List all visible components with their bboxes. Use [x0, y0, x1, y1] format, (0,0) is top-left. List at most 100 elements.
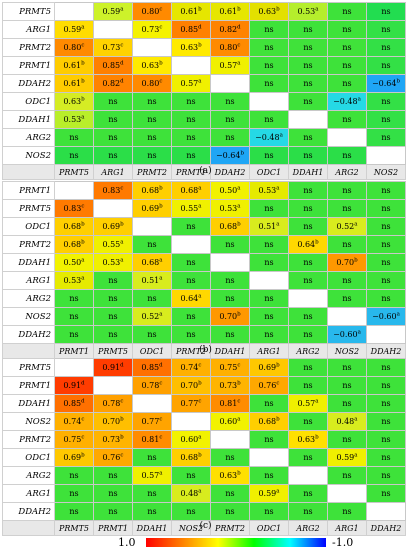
column-label: PRMT2 — [132, 164, 172, 180]
cell-value: 0.91 — [102, 363, 121, 372]
matrix-cell: ns — [327, 235, 367, 254]
matrix-row: DDAH1 0.50a 0.53a 0.68a ns ns ns 0.70b ns — [2, 253, 406, 272]
significance-superscript: b — [81, 78, 85, 85]
matrix-cell: 0.70b — [93, 412, 133, 431]
row-label: PRMT5 — [2, 199, 55, 218]
matrix-row: NOS2 ns ns 0.52a ns 0.70b ns ns −0.60a — [2, 307, 406, 326]
cell-value: ns — [264, 312, 274, 321]
matrix-cell: 0.61b — [54, 56, 94, 75]
matrix-row: PRMT2 0.80c 0.73c 0.63b 0.80c ns ns ns ns — [2, 38, 406, 57]
cell-value: ns — [225, 294, 235, 303]
matrix-cell: ns — [132, 128, 172, 147]
matrix-cell: ns — [54, 146, 94, 165]
matrix-row: DDAH1 0.85d 0.78c 0.77c 0.81c ns 0.57a ns ns — [2, 394, 406, 413]
significance-superscript: a — [315, 398, 319, 405]
matrix-cell: ns — [54, 484, 94, 503]
cell-value: 0.73 — [141, 25, 160, 34]
panel-caption-b: (b) — [199, 345, 212, 355]
significance-superscript: b — [237, 380, 241, 387]
significance-superscript: b — [276, 362, 280, 369]
cell-value: ns — [147, 151, 157, 160]
cell-value: ns — [381, 435, 391, 444]
matrix-cell — [54, 358, 94, 377]
cell-value: ns — [225, 240, 235, 249]
correlation-matrix-b: PRMT1 0.83c 0.68b 0.68a 0.50a 0.53a ns ns ns PRMT… — [2, 181, 406, 359]
matrix-cell — [132, 217, 172, 236]
cell-value: ns — [186, 151, 196, 160]
cell-value: 0.85 — [141, 363, 160, 372]
column-label: DDAH1 — [132, 520, 172, 536]
matrix-cell — [210, 430, 250, 449]
cell-value: ns — [264, 43, 274, 52]
cell-value: ns — [69, 151, 79, 160]
significance-superscript: a — [198, 434, 202, 441]
cell-value: ns — [69, 294, 79, 303]
cell-value: ns — [147, 294, 157, 303]
cell-value: ns — [264, 507, 274, 516]
cell-value: ns — [303, 25, 313, 34]
matrix-row: ARG2 ns ns ns 0.64a ns ns ns ns — [2, 289, 406, 308]
matrix-cell: ns — [93, 146, 133, 165]
cell-value: ns — [381, 186, 391, 195]
cell-value: ns — [303, 151, 313, 160]
matrix-cell: 0.70b — [327, 253, 367, 272]
matrix-cell: 0.59a — [93, 2, 133, 21]
cell-value: 0.57 — [141, 471, 160, 480]
cell-value: 0.63 — [141, 61, 160, 70]
cell-value: ns — [381, 489, 391, 498]
correlation-matrix-c: PRMT5 0.91d 0.85d 0.74c 0.75c 0.69b ns ns ns PRMT… — [2, 358, 406, 536]
cell-value: ns — [342, 240, 352, 249]
matrix-cell: 0.85d — [132, 358, 172, 377]
matrix-cell: ns — [93, 92, 133, 111]
matrix-cell: 0.53a — [249, 181, 289, 200]
cell-value: ns — [69, 133, 79, 142]
cell-value: ns — [69, 312, 79, 321]
matrix-cell: ns — [288, 20, 328, 39]
matrix-cell: ns — [366, 253, 406, 272]
significance-superscript: a — [276, 185, 280, 192]
cell-value: ns — [186, 471, 196, 480]
matrix-cell: 0.85d — [93, 56, 133, 75]
matrix-cell: ns — [249, 56, 289, 75]
matrix-cell: −0.48a — [249, 128, 289, 147]
matrix-row: DDAH2 ns ns ns ns ns ns ns ns — [2, 502, 406, 521]
cell-value: ns — [225, 489, 235, 498]
cell-value: ns — [342, 204, 352, 213]
matrix-cell: ns — [249, 146, 289, 165]
cell-value: ns — [264, 79, 274, 88]
matrix-row: PRMT2 0.68b 0.55a ns ns ns 0.64b ns ns — [2, 235, 406, 254]
matrix-cell — [288, 289, 328, 308]
cell-value: ns — [108, 133, 118, 142]
cell-value: −0.48 — [255, 133, 280, 142]
cell-value: ns — [381, 399, 391, 408]
matrix-cell: 0.50a — [54, 253, 94, 272]
significance-superscript: a — [315, 6, 319, 13]
matrix-cell: 0.68a — [132, 253, 172, 272]
matrix-cell: ns — [93, 502, 133, 521]
column-label: DDAH1 — [288, 164, 328, 180]
cell-value: 0.53 — [102, 258, 121, 267]
cell-value: 0.59 — [63, 25, 82, 34]
significance-superscript: b — [237, 6, 241, 13]
cell-value: ns — [303, 43, 313, 52]
row-label: ARG1 — [2, 484, 55, 503]
cell-value: ns — [186, 312, 196, 321]
matrix-cell: ns — [327, 20, 367, 39]
matrix-cell: 0.52a — [132, 307, 172, 326]
significance-superscript: a — [396, 311, 400, 318]
matrix-cell: 0.69b — [93, 217, 133, 236]
matrix-cell: ns — [366, 2, 406, 21]
cell-value: ns — [186, 330, 196, 339]
cell-value: 0.59 — [102, 7, 121, 16]
significance-superscript: b — [198, 6, 202, 13]
significance-superscript: c — [120, 42, 124, 49]
correlation-matrix-a: PRMT5 0.59a 0.80c 0.61b 0.61b 0.63b 0.53a ns ns A… — [2, 2, 406, 180]
cell-value: 0.70 — [219, 312, 238, 321]
cell-value: ns — [147, 330, 157, 339]
cell-value: ns — [69, 507, 79, 516]
matrix-cell: ns — [249, 466, 289, 485]
column-label: ODC1 — [249, 164, 289, 180]
significance-superscript: a — [237, 60, 241, 67]
significance-superscript: b — [159, 203, 163, 210]
matrix-cell: ns — [93, 325, 133, 344]
